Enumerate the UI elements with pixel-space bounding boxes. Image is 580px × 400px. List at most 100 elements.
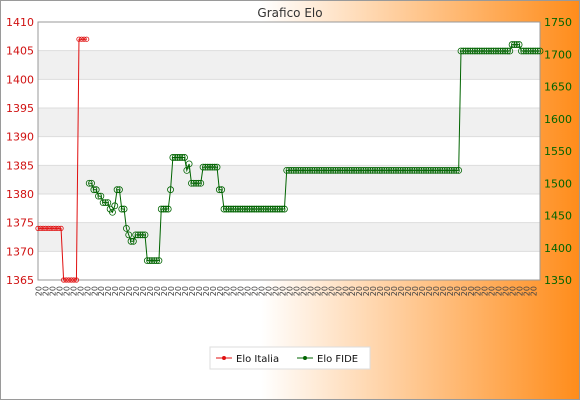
data-point-elo-fide: [341, 166, 349, 174]
chart-title: Grafico Elo: [257, 6, 322, 20]
left-tick-label: 1375: [6, 217, 34, 230]
x-tick-label: 20: [313, 286, 322, 296]
legend-marker-elo-italia: [222, 356, 226, 360]
data-point-elo-fide: [406, 166, 414, 174]
data-point-elo-fide: [102, 199, 109, 207]
series-elo-italia: [35, 36, 90, 283]
x-tick-label: 20: [34, 286, 43, 296]
data-point-elo-fide: [350, 166, 358, 174]
data-point-elo-fide: [394, 166, 402, 174]
x-tick-label: 20: [69, 286, 78, 296]
data-point-elo-italia: [58, 225, 64, 231]
x-tick-label: 20: [118, 286, 127, 296]
data-point-elo-fide: [113, 186, 121, 194]
x-tick-label: 20: [83, 286, 92, 296]
data-point-elo-fide: [257, 205, 265, 213]
data-point-elo-fide: [255, 205, 263, 213]
x-tick-label: 20: [292, 286, 301, 296]
data-point-elo-fide: [271, 205, 279, 213]
data-point-elo-italia: [37, 225, 44, 231]
x-tick-label: 20: [230, 286, 239, 296]
data-point-elo-fide: [153, 257, 161, 265]
data-point-elo-fide: [95, 192, 102, 200]
x-tick-label: 20: [439, 286, 448, 296]
data-point-elo-fide: [457, 47, 465, 55]
data-point-elo-fide: [181, 154, 188, 161]
data-point-elo-fide: [452, 166, 460, 174]
data-point-elo-fide: [339, 166, 346, 174]
x-tick-label: 20: [48, 286, 57, 296]
data-point-elo-fide: [262, 205, 270, 213]
right-tick-label: 1650: [544, 81, 572, 94]
x-tick-label: 20: [348, 286, 357, 296]
data-point-elo-fide: [178, 154, 186, 161]
x-tick-label: 20: [509, 286, 518, 296]
left-tick-label: 1365: [6, 274, 34, 287]
data-point-elo-fide: [292, 166, 300, 174]
data-point-elo-fide: [141, 231, 149, 239]
x-tick-label: 20: [320, 286, 329, 296]
data-point-elo-fide: [422, 166, 430, 174]
data-point-elo-fide: [290, 166, 298, 174]
right-tick-label: 1550: [544, 145, 572, 158]
x-tick-label: 20: [62, 286, 71, 296]
data-point-elo-italia: [61, 277, 67, 283]
x-tick-label: 20: [369, 286, 378, 296]
right-tick-label: 1450: [544, 210, 572, 223]
data-point-elo-fide: [376, 166, 384, 174]
x-tick-label: 20: [188, 286, 197, 296]
data-point-elo-fide: [169, 154, 177, 161]
data-point-elo-fide: [308, 166, 316, 174]
data-point-elo-fide: [218, 186, 226, 194]
data-point-elo-fide: [392, 166, 400, 174]
data-point-elo-fide: [320, 166, 328, 174]
data-point-elo-fide: [492, 47, 500, 55]
x-tick-label: 20: [174, 286, 183, 296]
data-point-elo-fide: [313, 166, 321, 174]
data-point-elo-fide: [146, 257, 154, 265]
right-tick-label: 1350: [544, 274, 572, 287]
data-point-elo-fide: [399, 166, 407, 174]
data-point-elo-fide: [518, 47, 525, 55]
data-point-elo-italia: [45, 225, 51, 231]
x-tick-label: 20: [474, 286, 483, 296]
data-point-elo-fide: [427, 166, 435, 174]
data-point-elo-italia: [63, 277, 69, 283]
data-point-elo-fide: [246, 205, 253, 213]
data-point-elo-fide: [462, 47, 470, 55]
x-tick-label: 20: [132, 286, 141, 296]
x-tick-label: 20: [279, 286, 288, 296]
data-point-elo-fide: [480, 47, 488, 55]
plot-band: [38, 79, 540, 108]
data-point-elo-italia: [66, 277, 72, 283]
data-point-elo-fide: [476, 47, 483, 55]
x-tick-label: 20: [481, 286, 490, 296]
data-point-elo-fide: [202, 163, 209, 171]
data-point-elo-fide: [234, 205, 242, 213]
x-tick-label: 20: [237, 286, 246, 296]
data-point-elo-fide: [529, 47, 537, 55]
left-tick-label: 1410: [6, 16, 34, 29]
x-tick-label: 20: [76, 286, 85, 296]
data-point-elo-fide: [283, 166, 291, 174]
plot-band: [38, 136, 540, 166]
data-point-elo-fide: [336, 166, 344, 174]
x-tick-label: 20: [90, 286, 99, 296]
data-point-elo-fide: [436, 166, 444, 174]
x-tick-label: 20: [341, 286, 350, 296]
data-point-elo-fide: [346, 166, 353, 174]
data-point-elo-fide: [355, 166, 363, 174]
data-point-elo-fide: [236, 205, 244, 213]
data-point-elo-fide: [327, 166, 335, 174]
data-point-elo-fide: [329, 166, 337, 174]
left-tick-label: 1385: [6, 159, 34, 172]
data-point-elo-fide: [434, 166, 442, 174]
data-point-elo-italia: [71, 277, 77, 283]
data-point-elo-fide: [220, 205, 228, 213]
data-point-elo-fide: [148, 257, 156, 265]
data-point-elo-fide: [383, 166, 391, 174]
data-point-elo-fide: [325, 166, 332, 174]
data-point-elo-italia: [55, 225, 62, 231]
data-point-elo-fide: [494, 47, 502, 55]
